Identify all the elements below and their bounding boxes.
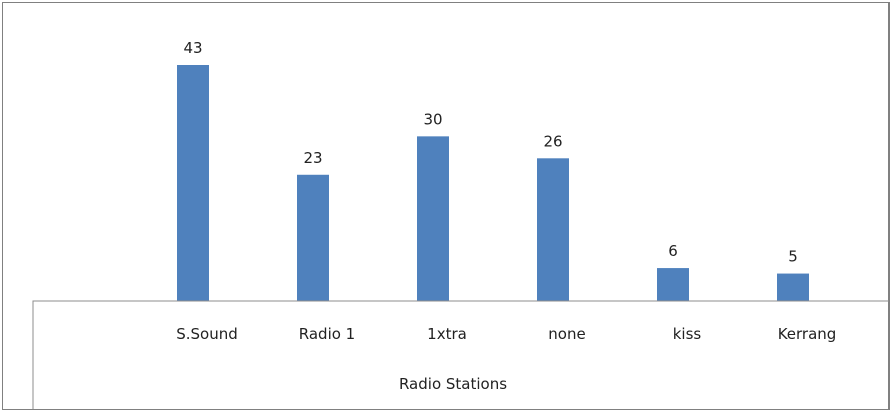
- category-tick-label: none: [548, 325, 585, 343]
- data-label: 30: [423, 110, 442, 128]
- data-label: 6: [668, 242, 678, 260]
- bar-none: [537, 158, 569, 301]
- value-labels-group: 43 23 30 26 6 5: [183, 39, 797, 266]
- category-tick-label: Kerrang: [778, 325, 837, 343]
- bar-kerrang: [777, 273, 809, 301]
- category-tick-label: Radio 1: [299, 325, 355, 343]
- category-tick-label: 1xtra: [427, 325, 467, 343]
- category-axis: [32, 300, 889, 409]
- data-label: 5: [788, 248, 798, 266]
- category-axis-line: [32, 300, 889, 409]
- bar-radio-1: [297, 174, 329, 301]
- bar-1xtra: [417, 136, 449, 301]
- data-label: 23: [303, 149, 322, 167]
- data-label: 43: [183, 39, 202, 57]
- bars-group: [177, 65, 809, 301]
- bar-kiss: [657, 268, 689, 301]
- x-axis-title: Radio Stations: [399, 375, 507, 393]
- bar-s-sound: [177, 65, 209, 301]
- tick-labels-group: S.Sound Radio 1 1xtra none kiss Kerrang: [176, 325, 836, 343]
- category-tick-label: S.Sound: [176, 325, 238, 343]
- data-label: 26: [543, 132, 562, 150]
- category-tick-label: kiss: [673, 325, 702, 343]
